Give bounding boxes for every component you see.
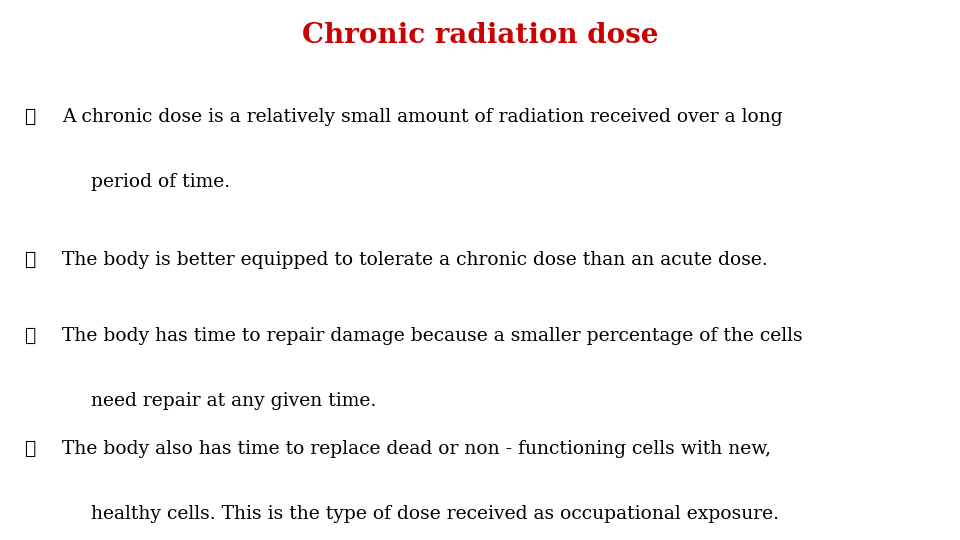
Text: The body also has time to replace dead or non - functioning cells with new,: The body also has time to replace dead o…: [62, 440, 772, 458]
Text: need repair at any given time.: need repair at any given time.: [91, 392, 376, 409]
Text: healthy cells. This is the type of dose received as occupational exposure.: healthy cells. This is the type of dose …: [91, 505, 780, 523]
Text: Chronic radiation dose: Chronic radiation dose: [301, 22, 659, 49]
Text: A chronic dose is a relatively small amount of radiation received over a long: A chronic dose is a relatively small amo…: [62, 108, 783, 126]
Text: period of time.: period of time.: [91, 173, 230, 191]
Text: The body is better equipped to tolerate a chronic dose than an acute dose.: The body is better equipped to tolerate …: [62, 251, 768, 269]
Text: ☐: ☐: [24, 327, 36, 345]
Text: The body has time to repair damage because a smaller percentage of the cells: The body has time to repair damage becau…: [62, 327, 803, 345]
Text: ☐: ☐: [24, 108, 36, 126]
Text: ☐: ☐: [24, 251, 36, 269]
Text: ☐: ☐: [24, 440, 36, 458]
